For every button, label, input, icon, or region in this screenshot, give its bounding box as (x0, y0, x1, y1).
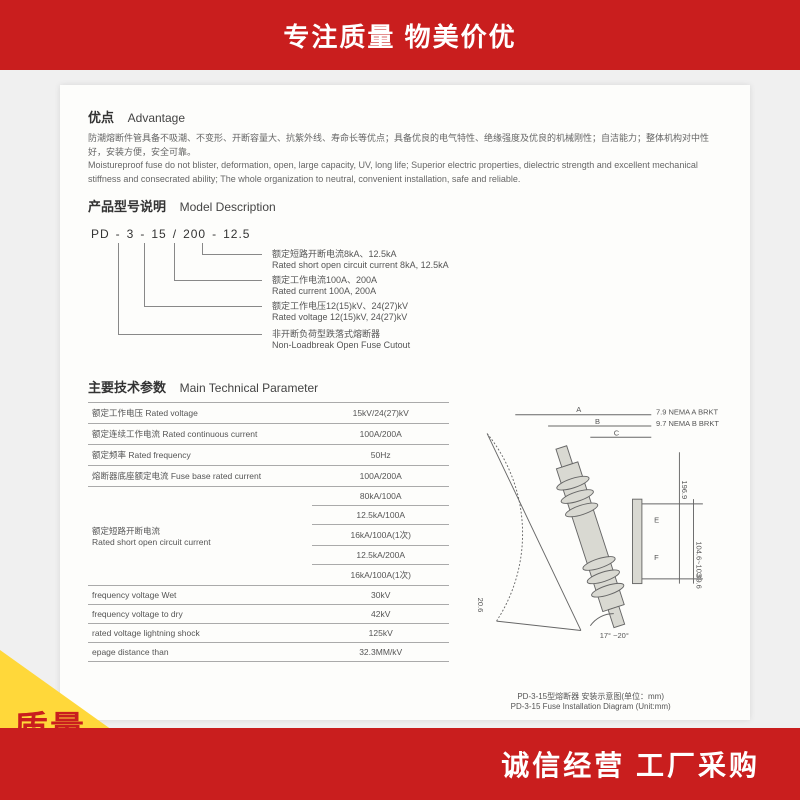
advantage-title-en: Advantage (128, 111, 185, 125)
table-row: 额定工作电压 Rated voltage15kV/24(27)kV (88, 403, 449, 424)
table-row: 额定连续工作电流 Rated continuous current100A/20… (88, 424, 449, 445)
param-value: 42kV (312, 605, 449, 624)
dim-h3: 39.6 (695, 574, 704, 589)
diagram-caption-cn: PD-3-15型熔断器 安装示意图(单位：mm) (459, 692, 722, 702)
model-line-1: 额定短路开断电流8kA、12.5kA Rated short open circ… (272, 249, 449, 272)
model-line-en: Rated voltage 12(15)kV, 24(27)kV (272, 312, 408, 323)
param-label: frequency voltage Wet (88, 586, 312, 605)
param-value: 30kV (312, 586, 449, 605)
dim-e: E (654, 516, 659, 525)
param-title: 主要技术参数 Main Technical Parameter (88, 377, 449, 396)
top-banner: 专注质量 物美价优 (0, 0, 800, 70)
code-125: 12.5 (220, 227, 253, 241)
param-value: 12.5kA/200A (312, 546, 449, 565)
param-label: 额定连续工作电流 Rated continuous current (88, 424, 312, 445)
diagram-svg: A B C 7.9 NEMA A BRKT 9.7 NEMA B BRKT 19… (459, 377, 722, 687)
code-3: 3 (124, 227, 138, 241)
model-line-cn: 额定工作电压12(15)kV、24(27)kV (272, 301, 408, 312)
param-value: 125kV (312, 624, 449, 643)
param-value: 50Hz (312, 445, 449, 466)
model-title-cn: 产品型号说明 (88, 199, 166, 214)
param-label: 额定频率 Rated frequency (88, 445, 312, 466)
parameter-table-wrap: 主要技术参数 Main Technical Parameter 额定工作电压 R… (88, 377, 449, 713)
model-description-block: PD-3-15/200-12.5 额定短路开断电流8kA、12.5kA Rate… (88, 221, 722, 371)
model-line-en: Rated short open circuit current 8kA, 12… (272, 260, 449, 271)
bottom-banner: 诚信经营 工厂采购 (0, 728, 800, 800)
model-line-cn: 非开断负荷型跌落式熔断器 (272, 329, 410, 340)
advantage-body-cn: 防潮熔断件管具备不吸潮、不变形、开断容量大、抗紫外线、寿命长等优点；具备优良的电… (88, 132, 722, 159)
code-dash2: - (137, 227, 148, 241)
param-value: 100A/200A (312, 424, 449, 445)
document-page: 优点 Advantage 防潮熔断件管具备不吸潮、不变形、开断容量大、抗紫外线、… (60, 85, 750, 720)
model-title-en: Model Description (180, 200, 276, 214)
model-code: PD-3-15/200-12.5 (88, 227, 253, 241)
param-label: 额定工作电压 Rated voltage (88, 403, 312, 424)
param-value: 15kV/24(27)kV (312, 403, 449, 424)
code-200: 200 (180, 227, 209, 241)
model-line-en: Rated current 100A, 200A (272, 286, 377, 297)
param-label: rated voltage lightning shock (88, 624, 312, 643)
table-row: 额定短路开断电流 Rated short open circuit curren… (88, 487, 449, 506)
diagram-caption: PD-3-15型熔断器 安装示意图(单位：mm) PD-3-15 Fuse In… (459, 692, 722, 713)
advantage-body: 防潮熔断件管具备不吸潮、不变形、开断容量大、抗紫外线、寿命长等优点；具备优良的电… (88, 132, 722, 186)
advantage-title-cn: 优点 (88, 110, 114, 125)
code-slash: / (170, 227, 180, 241)
table-row: 额定频率 Rated frequency50Hz (88, 445, 449, 466)
table-row: rated voltage lightning shock125kV (88, 624, 449, 643)
table-row: frequency voltage to dry42kV (88, 605, 449, 624)
param-title-en: Main Technical Parameter (180, 381, 319, 395)
param-title-cn: 主要技术参数 (88, 380, 166, 395)
dim-c: C (614, 428, 620, 437)
param-value: 80kA/100A (312, 487, 449, 506)
param-label: 熔断器底座额定电流 Fuse base rated current (88, 466, 312, 487)
dim-a: A (577, 405, 582, 414)
table-row: 熔断器底座额定电流 Fuse base rated current100A/20… (88, 466, 449, 487)
dim-f: F (654, 553, 659, 562)
advantage-body-en: Moistureproof fuse do not blister, defor… (88, 159, 722, 186)
model-line-cn: 额定工作电流100A、200A (272, 275, 377, 286)
dim-h2: 104.6~103 (695, 541, 704, 577)
installation-diagram: A B C 7.9 NEMA A BRKT 9.7 NEMA B BRKT 19… (459, 377, 722, 713)
model-line-2: 额定工作电流100A、200A Rated current 100A, 200A (272, 275, 377, 298)
parameter-area: 主要技术参数 Main Technical Parameter 额定工作电压 R… (88, 377, 722, 713)
param-value: 16kA/100A(1次) (312, 525, 449, 546)
param-label: epage distance than (88, 643, 312, 662)
diagram-caption-en: PD-3-15 Fuse Installation Diagram (Unit:… (459, 702, 722, 712)
dim-nema1: 7.9 NEMA A BRKT (656, 408, 719, 417)
code-15: 15 (148, 227, 169, 241)
bottom-banner-text: 诚信经营 工厂采购 (501, 744, 760, 784)
dim-h1: 196.9 (681, 480, 690, 499)
param-value: 100A/200A (312, 466, 449, 487)
model-line-3: 额定工作电压12(15)kV、24(27)kV Rated voltage 12… (272, 301, 408, 324)
model-line-en: Non-Loadbreak Open Fuse Cutout (272, 340, 410, 351)
code-pd: PD (88, 227, 113, 241)
param-value: 16kA/100A(1次) (312, 565, 449, 586)
dim-h4: 20.6 (476, 598, 485, 613)
model-title: 产品型号说明 Model Description (88, 196, 722, 215)
code-dash: - (113, 227, 124, 241)
table-row: frequency voltage Wet30kV (88, 586, 449, 605)
top-banner-text: 专注质量 物美价优 (283, 17, 516, 54)
dim-angle: 17° ~20° (600, 631, 629, 640)
dim-b: B (595, 417, 600, 426)
param-value: 32.3MM/kV (312, 643, 449, 662)
dim-nema2: 9.7 NEMA B BRKT (656, 419, 719, 428)
advantage-title: 优点 Advantage (88, 107, 722, 126)
code-dash3: - (209, 227, 220, 241)
table-row: epage distance than32.3MM/kV (88, 643, 449, 662)
parameter-table: 额定工作电压 Rated voltage15kV/24(27)kV 额定连续工作… (88, 402, 449, 662)
model-line-cn: 额定短路开断电流8kA、12.5kA (272, 249, 449, 260)
bracket-icon (118, 243, 262, 335)
model-line-4: 非开断负荷型跌落式熔断器 Non-Loadbreak Open Fuse Cut… (272, 329, 410, 352)
param-value: 12.5kA/100A (312, 506, 449, 525)
param-label: 额定短路开断电流 Rated short open circuit curren… (88, 487, 312, 586)
param-label: frequency voltage to dry (88, 605, 312, 624)
